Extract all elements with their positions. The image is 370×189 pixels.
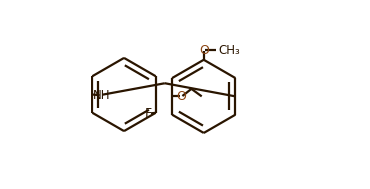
Text: O: O: [176, 90, 186, 103]
Text: NH: NH: [92, 89, 110, 102]
Text: CH₃: CH₃: [219, 44, 240, 57]
Text: F: F: [145, 107, 152, 120]
Text: O: O: [199, 44, 209, 57]
